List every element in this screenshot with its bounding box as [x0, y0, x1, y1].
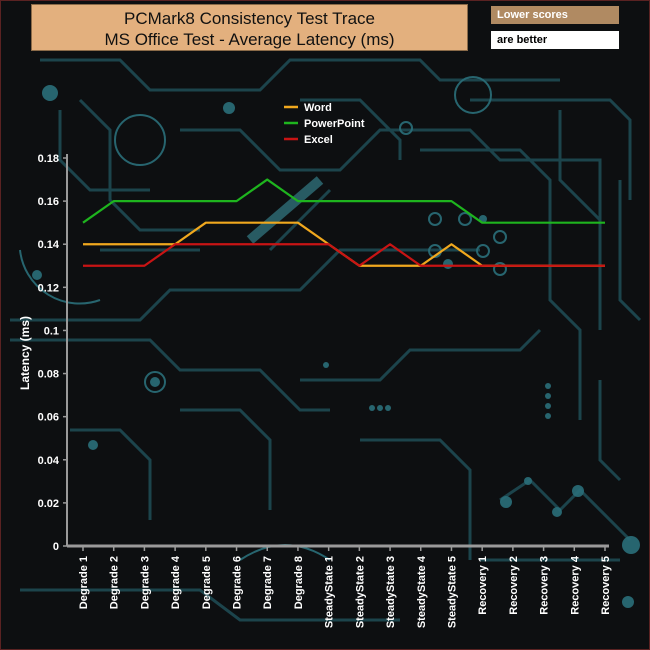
y-tick-label: 0.04 [38, 455, 60, 467]
series-line-word [83, 221, 605, 267]
y-tick-label: 0.18 [38, 153, 59, 165]
note-lower-scores: Lower scores [491, 6, 619, 24]
x-tick-label: SteadyState 4 [416, 555, 428, 628]
x-tick-label: Degrade 6 [232, 556, 244, 609]
y-tick-label: 0.12 [38, 282, 59, 294]
note-are-better: are better [491, 31, 619, 49]
x-tick-label: Degrade 4 [170, 555, 182, 609]
y-axis-label: Latency (ms) [18, 316, 32, 390]
legend-label-word: Word [304, 102, 332, 114]
series-line-excel [83, 243, 605, 267]
chart-axes [66, 154, 609, 548]
x-tick-label: SteadyState 5 [446, 556, 458, 628]
y-tick-label: 0 [53, 541, 59, 553]
x-tick-label: SteadyState 2 [354, 556, 366, 628]
series-line-powerpoint [82, 178, 605, 224]
x-tick-label: Recovery 3 [539, 556, 551, 615]
y-tick-label: 0.16 [38, 196, 59, 208]
chart-title: PCMark8 Consistency Test Trace MS Office… [31, 4, 468, 51]
y-tick-label: 0.06 [38, 412, 59, 424]
legend-label-powerpoint: PowerPoint [304, 118, 365, 130]
chart-title-line2: MS Office Test - Average Latency (ms) [104, 30, 395, 49]
x-tick-label: Degrade 7 [262, 556, 274, 609]
y-tick-label: 0.02 [38, 498, 59, 510]
series-lines [82, 178, 605, 267]
x-tick-label: Recovery 4 [569, 555, 581, 615]
x-tick-label: Recovery 2 [508, 556, 520, 615]
x-tick-label: SteadyState 1 [324, 556, 336, 628]
x-tick-label: SteadyState 3 [385, 556, 397, 628]
x-tick-label: Degrade 5 [201, 556, 213, 609]
x-tick-label: Degrade 2 [109, 556, 121, 609]
y-tick-labels: 0 0.02 0.04 0.06 0.08 0.1 0.12 0.14 0.16 0.18 [38, 153, 67, 553]
x-tick-labels: Degrade 1 Degrade 2 Degrade 3 Degrade 4 Degr… [78, 546, 612, 628]
legend-label-excel: Excel [304, 134, 333, 146]
x-tick-label: Recovery 1 [477, 556, 489, 615]
y-tick-label: 0.08 [38, 369, 59, 381]
legend: Word PowerPoint Excel [284, 102, 365, 146]
chart-title-line1: PCMark8 Consistency Test Trace [124, 9, 375, 28]
x-tick-label: Recovery 5 [600, 556, 612, 615]
x-tick-label: Degrade 1 [78, 556, 90, 609]
y-tick-label: 0.14 [38, 239, 60, 251]
y-tick-label: 0.1 [44, 325, 59, 337]
x-tick-label: Degrade 3 [139, 556, 151, 609]
x-tick-label: Degrade 8 [293, 556, 305, 609]
